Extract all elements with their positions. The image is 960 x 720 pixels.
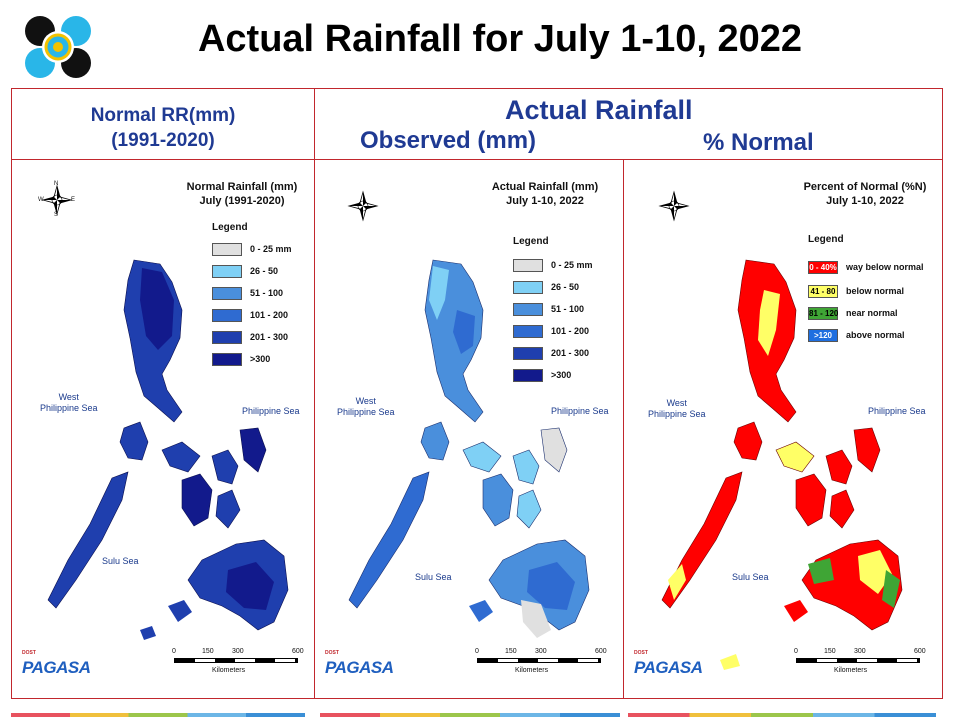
map3-title-line1: Percent of Normal (%N): [803, 181, 927, 193]
dost-logo: [25, 16, 91, 78]
percent-normal-map: [659, 191, 903, 670]
pagasa-logo: DOST PAGASA: [325, 650, 394, 677]
normal-rainfall-map: [42, 185, 289, 640]
map2-legend-item: 0 - 25 mm: [513, 258, 593, 272]
normal-header-box: Normal RR(mm) (1991-2020): [11, 88, 315, 160]
scale-bar: 0 150 300 600 Kilometers: [475, 648, 607, 674]
actual-rainfall-map: [348, 191, 590, 638]
map1-title-line2: July (1991-2020): [199, 195, 285, 207]
actual-rainfall-map-panel: Actual Rainfall (mm) July 1-10, 2022 Leg…: [314, 159, 624, 699]
philippine-sea-label: Philippine Sea: [242, 406, 300, 416]
sulu-sea-label: Sulu Sea: [732, 572, 769, 582]
map2-legend-item: 201 - 300: [513, 346, 589, 360]
map2-legend-title: Legend: [513, 236, 549, 247]
sulu-sea-label: Sulu Sea: [102, 556, 139, 566]
normal-header-line2: (1991-2020): [111, 130, 215, 151]
map1-legend-item: 51 - 100: [212, 286, 283, 300]
map1-legend-item: 101 - 200: [212, 308, 288, 322]
page-title: Actual Rainfall for July 1-10, 2022: [197, 18, 802, 60]
map2-legend-item: 51 - 100: [513, 302, 584, 316]
actual-rainfall-header: Actual Rainfall: [505, 95, 693, 125]
actual-header-box: Actual Rainfall Observed (mm) % Normal: [314, 88, 943, 160]
map1-legend-item: 26 - 50: [212, 264, 278, 278]
percent-normal-map-panel: Percent of Normal (%N) July 1-10, 2022 L…: [623, 159, 943, 699]
map1-legend-item: 0 - 25 mm: [212, 242, 292, 256]
scale-bar: 0 150 300 600 Kilometers: [172, 648, 304, 674]
pagasa-logo: DOST PAGASA: [634, 650, 703, 677]
west-philippine-sea-label: West Philippine Sea: [337, 396, 395, 417]
footer-color-stripe: [11, 713, 305, 717]
compass-icon: [348, 191, 378, 221]
west-philippine-sea-label: West Philippine Sea: [648, 398, 706, 419]
compass-icon: [42, 185, 72, 215]
percent-normal-header: % Normal: [703, 129, 814, 156]
map3-legend-item: 41 - 80 below normal: [808, 284, 904, 298]
map3-legend-title: Legend: [808, 234, 844, 245]
west-philippine-sea-label: West Philippine Sea: [40, 392, 98, 413]
observed-header: Observed (mm): [360, 127, 537, 154]
philippine-sea-label: Philippine Sea: [551, 406, 609, 416]
map1-legend-item: >300: [212, 352, 270, 366]
footer-color-stripe: [320, 713, 620, 717]
map1-legend-title: Legend: [212, 222, 248, 233]
philippine-sea-label: Philippine Sea: [868, 406, 926, 416]
sulu-sea-label: Sulu Sea: [415, 572, 452, 582]
map3-legend-item: >120 above normal: [808, 328, 905, 342]
map3-title-line2: July 1-10, 2022: [826, 195, 904, 207]
map2-legend-item: 101 - 200: [513, 324, 589, 338]
footer-color-stripe: [628, 713, 936, 717]
normal-rainfall-map-panel: Normal Rainfall (mm) July (1991-2020) Le…: [11, 159, 315, 699]
map3-legend-item: 0 - 40% way below normal: [808, 260, 924, 274]
scale-bar: 0 150 300 600 Kilometers: [794, 648, 926, 674]
map1-legend-item: 201 - 300: [212, 330, 288, 344]
map3-legend-item: 81 - 120 near normal: [808, 306, 898, 320]
map2-legend-item: >300: [513, 368, 571, 382]
pagasa-logo: DOST PAGASA: [22, 650, 91, 677]
normal-header-line1: Normal RR(mm): [90, 105, 236, 126]
map2-legend-item: 26 - 50: [513, 280, 579, 294]
map2-title-line2: July 1-10, 2022: [506, 195, 584, 207]
map1-title-line1: Normal Rainfall (mm): [186, 181, 298, 193]
map2-title-line1: Actual Rainfall (mm): [491, 181, 599, 193]
compass-icon: [659, 191, 689, 221]
